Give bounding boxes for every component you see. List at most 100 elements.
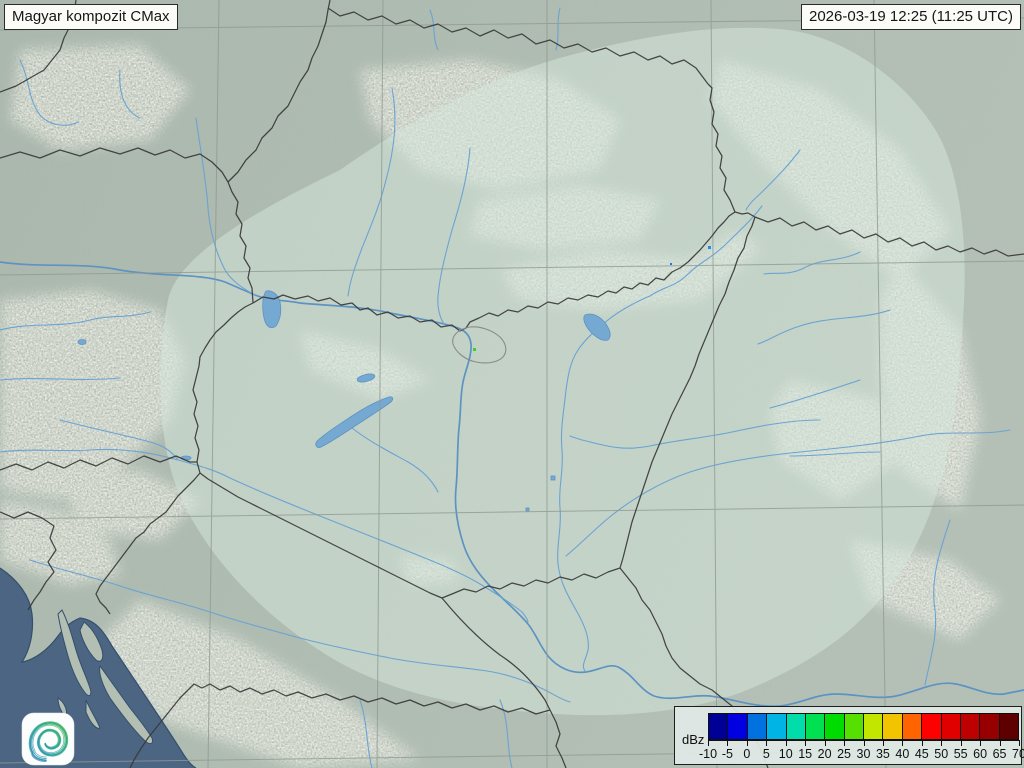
timestamp-box: 2026-03-19 12:25 (11:25 UTC) [800, 4, 1021, 30]
legend-tick-label: 0 [743, 747, 751, 761]
tisza-river [557, 205, 763, 673]
legend-tick [960, 740, 962, 746]
hungary-border [192, 211, 756, 599]
bosna-river [359, 699, 373, 768]
ukraine-romania-border [754, 216, 1024, 257]
legend-tick-label: 10 [778, 747, 793, 761]
legend-swatch [843, 713, 864, 740]
legend-tick-label: -5 [721, 747, 733, 761]
sio-channel [351, 427, 439, 493]
lakes-layer [77, 290, 611, 512]
small-pond-2 [525, 507, 530, 512]
legend-tick-label: 25 [837, 747, 852, 761]
legend-swatch [959, 713, 981, 740]
small-pond [550, 475, 556, 481]
vltava-river [19, 59, 79, 126]
legend-tick-label: 60 [973, 747, 988, 761]
product-label-box: Magyar kompozit CMax [4, 4, 178, 30]
small-lake-austria [77, 339, 87, 345]
legend-tick [863, 740, 865, 746]
legend-tick-label: 45 [914, 747, 929, 761]
legend-swatch [901, 713, 923, 740]
legend-swatch [746, 713, 768, 740]
legend-swatches [708, 713, 1019, 740]
legend-tick [844, 740, 846, 746]
legend-swatch [727, 713, 748, 740]
legend-tick [882, 740, 884, 746]
legend-tick-label: 50 [934, 747, 949, 761]
legend-swatch [766, 713, 787, 740]
legend-tick [727, 740, 729, 746]
legend-swatch [921, 713, 942, 740]
drava-river [0, 448, 529, 623]
dyje-river [119, 69, 141, 119]
legend-tick-label: 15 [798, 747, 813, 761]
legend-tick [824, 740, 826, 746]
morava-river [195, 117, 256, 296]
enns-river [0, 377, 121, 381]
legend-tick-label: -10 [698, 747, 718, 761]
legend-tick-label: 65 [992, 747, 1007, 761]
legend-tick [708, 740, 709, 746]
serbia-bosnia-border [549, 709, 567, 768]
legend-tick [999, 740, 1001, 746]
legend-tick [805, 740, 807, 746]
legend-tick [980, 740, 982, 746]
legend-swatch [882, 713, 903, 740]
legend-tick [921, 740, 923, 746]
legend-swatch [979, 713, 1000, 740]
bodrog-river [745, 149, 801, 211]
legend-swatch [804, 713, 826, 740]
legend-tick-label: 70 [1012, 747, 1024, 761]
legend-tick-label: 20 [817, 747, 832, 761]
legend-unit-label: dBz [682, 732, 705, 747]
croatia-serbia-border [441, 597, 551, 711]
lake-tisza [583, 313, 611, 341]
radar-echo [708, 246, 711, 249]
legend-swatch [785, 713, 806, 740]
legend-tick-label: 55 [953, 747, 968, 761]
radar-echo [670, 263, 672, 265]
croatia-bosnia-border [129, 683, 551, 768]
legend-tick-label: 30 [856, 747, 871, 761]
lake-balaton [315, 396, 394, 448]
danube-river [0, 261, 1024, 708]
legend-tick [941, 740, 943, 746]
radar-coverage-area [160, 27, 965, 716]
legend-tick [1019, 740, 1020, 746]
somes-river [757, 309, 891, 345]
vah-river [347, 87, 396, 297]
legend-swatch [824, 713, 845, 740]
drina-river [499, 699, 513, 768]
austria-slovakia-border [227, 181, 254, 304]
inn-river [0, 311, 151, 331]
legend-swatch [940, 713, 961, 740]
timestamp-label: 2026-03-19 12:25 (11:25 UTC) [808, 8, 1013, 25]
dbz-legend: dBz -10 -5 0 5 10 15 20 25 30 35 40 45 50 55 60 65 70 [674, 706, 1024, 765]
koros-river [569, 419, 821, 449]
legend-tick [766, 740, 768, 746]
radar-echo [473, 348, 476, 351]
italy-slovenia-border [0, 511, 57, 611]
legend-tick [785, 740, 787, 746]
legend-tick [902, 740, 904, 746]
adriatic-islands [57, 609, 153, 745]
hron-river [437, 147, 471, 325]
legend-swatch [708, 713, 729, 740]
czech-austria-border [0, 147, 229, 183]
legend-tick-label: 5 [762, 747, 770, 761]
lake-neusiedl [262, 290, 282, 329]
coastline [0, 567, 197, 768]
legend-swatch [863, 713, 884, 740]
sava-river [29, 559, 571, 703]
legend-tick-label: 35 [875, 747, 890, 761]
legend-tick-label: 40 [895, 747, 910, 761]
olt-river [924, 519, 951, 686]
austria-slovenia-border [0, 455, 197, 471]
slovakia-ukraine-border [707, 83, 736, 213]
slovenia-croatia-border [95, 472, 201, 615]
product-label: Magyar kompozit CMax [12, 8, 170, 25]
dunajec-river [429, 9, 439, 51]
